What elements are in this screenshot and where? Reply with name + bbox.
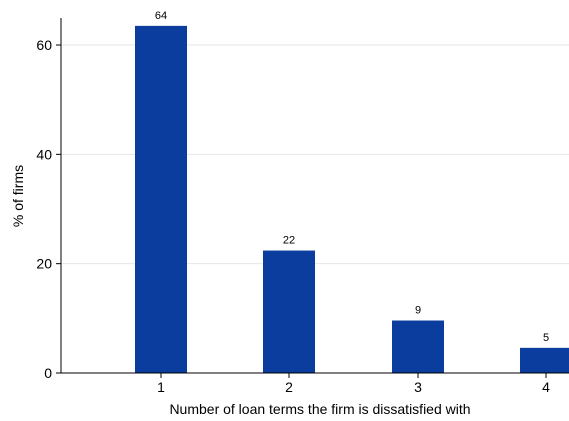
y-tick-label-60: 60	[36, 37, 52, 53]
y-tick-label-40: 40	[36, 146, 52, 162]
bars	[135, 25, 569, 373]
y-tick-label-20: 20	[36, 256, 52, 272]
data-label-1: 64	[155, 10, 167, 22]
axes	[60, 18, 569, 374]
data-label-2: 22	[283, 235, 295, 247]
bar-3	[392, 320, 444, 373]
bar-1	[135, 25, 187, 373]
data-label-4: 5	[543, 332, 549, 344]
bar-4	[520, 347, 569, 373]
bar-2	[263, 250, 315, 373]
x-axis-title: Number of loan terms the firm is dissati…	[169, 401, 470, 417]
x-tick-label-2: 2	[285, 379, 293, 395]
y-axis-title: % of firms	[10, 165, 26, 227]
y-tick-label-0: 0	[44, 365, 52, 381]
data-label-3: 9	[415, 305, 421, 317]
x-tick-label-4: 4	[542, 379, 550, 395]
x-tick-label-3: 3	[414, 379, 422, 395]
y-ticks: 0 20 40 60	[36, 37, 61, 381]
data-labels: 64 22 9 5	[155, 10, 549, 344]
x-ticks: 1 2 3 4	[157, 373, 550, 395]
x-tick-label-1: 1	[157, 379, 165, 395]
